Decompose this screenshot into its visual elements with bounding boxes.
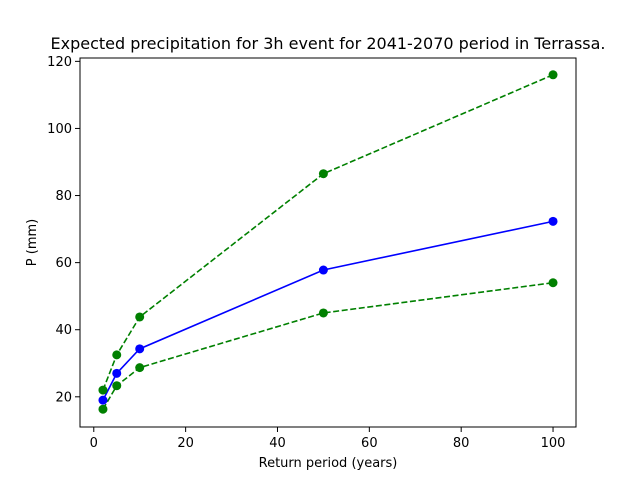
y-tick-label-3: 80 <box>55 189 72 204</box>
series-2-point-3 <box>318 169 328 179</box>
y-axis-label: P (mm) <box>25 219 40 266</box>
y-tick-label-5: 120 <box>47 55 72 70</box>
series-0-point-3 <box>318 308 328 318</box>
plot-area <box>98 70 558 414</box>
y-tick-label-2: 60 <box>55 256 72 271</box>
x-tick-label-2: 40 <box>269 436 286 451</box>
y-tick-label-0: 20 <box>55 390 72 405</box>
series-1-point-1 <box>112 368 122 378</box>
plot-frame <box>79 57 577 428</box>
series-1-point-3 <box>318 265 328 275</box>
chart-title: Expected precipitation for 3h event for … <box>50 34 605 53</box>
series-0-point-0 <box>98 404 108 414</box>
x-tick-label-3: 60 <box>361 436 378 451</box>
x-tick-label-4: 80 <box>453 436 470 451</box>
series-2-point-2 <box>135 312 145 322</box>
x-tick-label-5: 100 <box>541 436 566 451</box>
x-axis-label: Return period (years) <box>259 456 398 471</box>
series-1-point-4 <box>548 216 558 226</box>
series-0-point-2 <box>135 363 145 373</box>
x-tick-label-0: 0 <box>90 436 98 451</box>
axis-ticks: 0 20 40 60 80 100 20 40 60 80 100 120 <box>47 55 565 451</box>
series-2-point-4 <box>548 70 558 80</box>
series-0-point-1 <box>112 381 122 391</box>
series-1-point-0 <box>98 395 108 405</box>
series-2-point-0 <box>98 385 108 395</box>
series-1-point-2 <box>135 344 145 354</box>
y-tick-label-1: 40 <box>55 323 72 338</box>
series-0-point-4 <box>548 278 558 288</box>
y-tick-label-4: 100 <box>47 122 72 137</box>
series-2-point-1 <box>112 350 122 360</box>
x-tick-label-1: 20 <box>177 436 194 451</box>
